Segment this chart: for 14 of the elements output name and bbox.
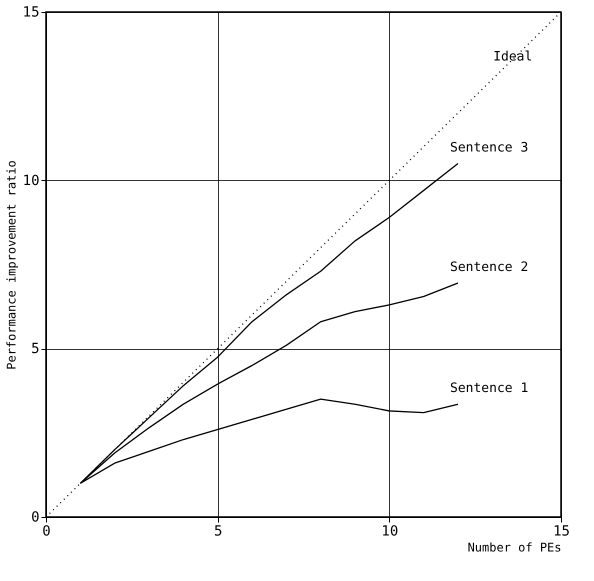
x-tick-label: 5 [214, 524, 222, 540]
y-tick-label: 10 [22, 172, 40, 189]
x-axis-title: Number of PEs [468, 540, 562, 554]
y-tick-label: 15 [22, 4, 40, 20]
y-tick-label: 5 [31, 341, 40, 358]
series-label: Sentence 3 [450, 140, 528, 156]
y-axis-title: Performance improvement ratio [4, 160, 19, 370]
y-tick-label: 0 [31, 510, 40, 526]
series-label: Ideal [493, 50, 532, 65]
series-label: Sentence 2 [450, 260, 528, 276]
x-tick-label: 15 [553, 524, 570, 540]
x-tick-label: 10 [381, 524, 398, 540]
series-label: Sentence 1 [450, 381, 528, 396]
x-tick-label: 0 [42, 524, 51, 540]
